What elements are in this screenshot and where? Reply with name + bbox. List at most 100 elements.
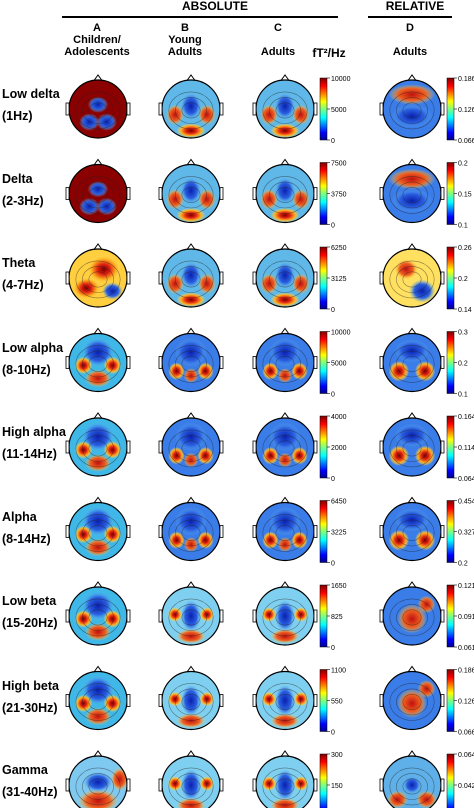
- colorbar-tick-label: 0.186: [458, 668, 474, 675]
- ear-mark: [379, 694, 384, 707]
- nose-mark: [93, 412, 103, 419]
- topomap-blob: [74, 441, 93, 459]
- ear-mark: [313, 102, 318, 116]
- ear-mark: [126, 778, 131, 792]
- topomap-contour: [88, 525, 108, 541]
- absolute-header: ABSOLUTE: [182, 0, 248, 13]
- topomap-blob: [82, 337, 114, 367]
- topomap-contour: [262, 345, 308, 383]
- topomap-contour: [168, 345, 214, 383]
- topomap-blob: [292, 273, 310, 294]
- colorbar-tick-label: 300: [331, 752, 343, 759]
- ear-mark: [440, 778, 445, 792]
- colorbar: [446, 77, 455, 141]
- topomap-contour: [396, 181, 428, 209]
- topomap-blob: [262, 531, 279, 549]
- topomap-blob: [96, 113, 117, 131]
- topomap: [252, 581, 318, 646]
- topomap-contour: [269, 97, 301, 124]
- topomap-blob: [260, 189, 278, 210]
- colorbar: [446, 500, 455, 563]
- topomap: [252, 412, 318, 477]
- topomap-blob: [168, 447, 185, 465]
- topomap-contour: [396, 97, 428, 124]
- ear-mark: [313, 187, 318, 200]
- ear-mark: [379, 525, 384, 538]
- colorbar: [319, 77, 328, 141]
- topomap-contour: [269, 266, 301, 293]
- topomap: [252, 750, 318, 808]
- topomap-contour: [88, 356, 108, 372]
- topomap-contour: [175, 519, 207, 547]
- nose-mark: [407, 665, 417, 673]
- topomap-contour: [402, 440, 422, 457]
- topomap-contour: [262, 683, 308, 721]
- topomap-contour: [396, 435, 428, 462]
- colorbar-tick-label: 0.121: [458, 583, 474, 590]
- topomap-blob: [82, 422, 114, 452]
- topomap-contour: [396, 688, 428, 716]
- ear-mark: [126, 694, 131, 707]
- topomap-contour: [181, 102, 201, 119]
- unit-label: fT²/Hz: [312, 46, 346, 60]
- nose-mark: [186, 327, 196, 335]
- row-band-name: Alpha: [2, 509, 37, 524]
- topomap-blob: [183, 452, 199, 468]
- colorbar-tick-label: 0.15: [458, 192, 472, 199]
- colorbar: [319, 669, 328, 732]
- colorbar-tick-label: 4000: [331, 414, 347, 421]
- colorbar-tick-label: 0.114: [458, 445, 474, 452]
- ear-mark: [219, 356, 224, 369]
- column-d-letter: D: [406, 22, 414, 34]
- ear-mark: [440, 102, 445, 116]
- ear-mark: [313, 356, 318, 369]
- nose-mark: [280, 74, 290, 81]
- colorbar-tick-label: 0.26: [458, 245, 472, 252]
- topomap: [379, 496, 445, 562]
- topomap-contour: [389, 683, 435, 721]
- colorbar-tick-label: 0.2: [458, 561, 468, 568]
- topomap: [379, 750, 445, 808]
- topomap-blob: [74, 610, 93, 628]
- topomap-blob: [199, 776, 215, 791]
- topomap-blob: [166, 189, 184, 210]
- topomap-contour: [275, 778, 295, 795]
- ear-mark: [219, 271, 224, 285]
- topomap-blob: [74, 525, 93, 544]
- topomap-contour: [389, 91, 435, 130]
- nose-mark: [280, 750, 290, 757]
- ear-mark: [126, 102, 131, 116]
- topomap-blob: [270, 208, 300, 223]
- column-a-letter: A: [93, 22, 101, 34]
- colorbar-tick-label: 0: [331, 392, 335, 399]
- topomap-contour: [275, 440, 295, 457]
- ear-mark: [65, 609, 70, 623]
- topomap-contour: [389, 345, 435, 383]
- ear-mark: [158, 271, 163, 285]
- topomap-blob: [277, 452, 293, 468]
- topomap-contour: [175, 773, 207, 800]
- ear-mark: [219, 187, 224, 200]
- row-band-name: Low beta: [2, 594, 57, 608]
- colorbar-tick-label: 0.454: [458, 499, 474, 506]
- colorbar: [446, 584, 455, 648]
- topomap-blob: [270, 713, 300, 729]
- nose-mark: [186, 158, 196, 166]
- topomap-blob: [292, 104, 310, 125]
- row-band-range: (8-10Hz): [2, 362, 51, 377]
- colorbar-tick-label: 1650: [331, 583, 347, 590]
- ear-mark: [313, 271, 318, 285]
- column-a-label-line-1: Children/: [73, 34, 121, 46]
- colorbar-tick-label: 0.3: [458, 330, 468, 337]
- colorbar-tick-label: 0: [331, 138, 335, 145]
- topomap: [65, 74, 131, 139]
- row-label: High alpha (11-14Hz): [2, 425, 66, 469]
- ear-mark: [158, 609, 163, 623]
- topomap: [379, 243, 445, 308]
- colorbar-tick-label: 0.066: [458, 138, 474, 145]
- colorbar-tick-label: 3750: [331, 192, 347, 199]
- row-band-range: (8-14Hz): [2, 531, 51, 546]
- nose-mark: [280, 243, 290, 250]
- ear-mark: [440, 525, 445, 538]
- topomap-blob: [176, 629, 206, 644]
